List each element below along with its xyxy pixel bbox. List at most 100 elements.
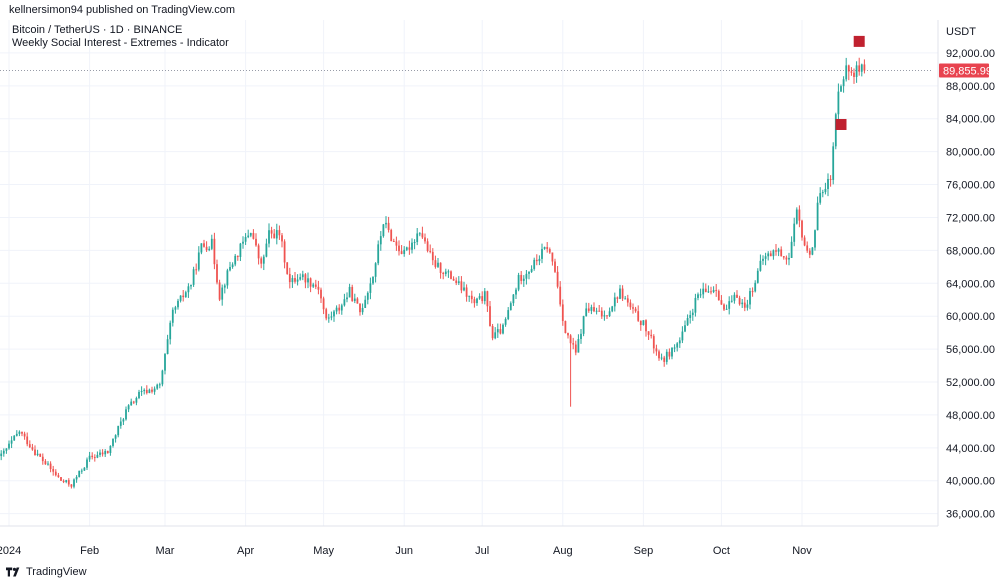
candle-body [174, 307, 177, 310]
price-tick-label: 48,000.00 [946, 410, 995, 422]
candle-body [512, 294, 515, 304]
candle-body [288, 273, 291, 283]
candle-body [164, 354, 166, 371]
candle-body [538, 258, 541, 262]
price-chart[interactable]: 36,000.00 40,000.00 44,000.00 48,000.00 52,0… [0, 20, 1000, 562]
candle-body [806, 245, 809, 251]
candle-body [99, 452, 101, 455]
price-tick-label: 84,000.00 [946, 114, 995, 126]
price-tick-label: 68,000.00 [946, 245, 995, 257]
candle-body [671, 347, 673, 357]
candle-body [187, 286, 190, 293]
candle-body [273, 233, 276, 239]
price-tick-label: 80,000.00 [946, 147, 995, 159]
candle-body [13, 435, 16, 441]
candle-body [268, 230, 270, 244]
candle-body [364, 299, 367, 308]
candle-body [260, 258, 263, 264]
candle-body [842, 79, 845, 87]
last-price-tag-label: 89,855.99 [943, 66, 992, 78]
candle-body [424, 237, 426, 242]
candle-body [314, 284, 317, 287]
candle-body [600, 310, 603, 317]
candle-body [580, 333, 582, 340]
candle-body [106, 451, 109, 453]
candle-body [658, 351, 660, 359]
candle-body [499, 329, 502, 334]
candle-body [44, 461, 47, 465]
candle-body [678, 340, 681, 344]
candle-body [551, 252, 554, 262]
candle-body [723, 304, 725, 310]
candle-body [808, 250, 811, 255]
candle-body [569, 335, 572, 344]
candle-body [138, 391, 140, 399]
indicator-title[interactable]: Weekly Social Interest - Extremes - Indi… [12, 37, 229, 49]
candle-body [684, 325, 686, 332]
candle-body [444, 271, 447, 274]
candle-body [767, 253, 770, 257]
candle-body [504, 318, 507, 325]
candle-body [489, 306, 491, 327]
candle-body [60, 477, 62, 481]
candle-body [585, 308, 588, 317]
candle-body [75, 476, 78, 480]
candle-body [307, 278, 309, 283]
candle-body [434, 260, 437, 267]
candle-body [239, 243, 242, 257]
price-tick-label: 56,000.00 [946, 344, 995, 356]
candle-body [798, 209, 801, 221]
time-tick-label: Nov [792, 545, 812, 557]
candle-body [790, 241, 793, 258]
candle-body [720, 300, 723, 305]
candle-body [52, 469, 55, 472]
time-tick-label: Apr [237, 545, 254, 557]
candle-body [161, 370, 164, 385]
candle-body [119, 421, 122, 426]
candle-body [244, 237, 247, 242]
candle-body [291, 278, 294, 283]
price-tick-label: 88,000.00 [946, 81, 995, 93]
candle-body [637, 311, 640, 321]
candle-body [213, 238, 216, 265]
time-tick-label: 2024 [0, 545, 21, 557]
candle-body [392, 241, 395, 243]
candle-body [387, 222, 390, 230]
candle-body [382, 224, 385, 237]
candle-body [736, 294, 738, 298]
candle-body [764, 256, 767, 259]
candle-body [647, 331, 650, 335]
candle-body [327, 317, 330, 319]
candle-body [218, 282, 221, 300]
indicator-marker [853, 35, 865, 47]
indicator-markers [835, 35, 865, 130]
candle-body [759, 260, 762, 271]
price-tick-label: 64,000.00 [946, 278, 995, 290]
candle-body [249, 233, 252, 236]
candle-body [710, 291, 712, 293]
candle-body [590, 307, 593, 311]
candle-body [169, 322, 172, 340]
candle-body [465, 287, 468, 297]
time-axis: 2024 Feb Mar Apr May Jun Jul Aug Sep Oct Nov [0, 545, 812, 557]
price-tick-label: 36,000.00 [946, 509, 995, 521]
candle-body [130, 401, 133, 406]
candle-body [2, 450, 5, 454]
candle-body [801, 220, 803, 238]
candle-body [541, 248, 543, 259]
candle-body [234, 255, 237, 265]
candle-body [405, 247, 408, 250]
symbol-title[interactable]: Bitcoin / TetherUS · 1D · BINANCE [12, 24, 183, 36]
candle-body [699, 294, 702, 296]
candle-body [577, 339, 580, 353]
candle-body [296, 279, 299, 282]
candle-body [231, 264, 234, 268]
candle-body [281, 235, 283, 242]
candle-body [10, 440, 13, 444]
candle-body [756, 270, 759, 283]
candle-body [730, 300, 733, 302]
candle-body [283, 241, 286, 263]
candle-body [769, 253, 772, 257]
footer-brand[interactable]: TradingView [6, 566, 87, 578]
candle-body [694, 297, 697, 313]
